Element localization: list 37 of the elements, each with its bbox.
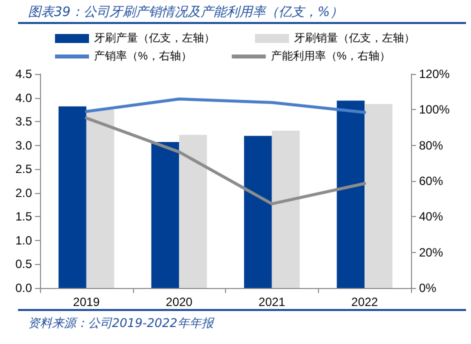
x-tick-label: 2021 [258,295,286,309]
y-tick-label: 4.0 [15,90,32,105]
line-series [84,97,366,114]
y-tick-label: 3.0 [15,138,32,152]
x-tick-label: 2022 [351,295,378,309]
legend-label: 牙刷产量（亿支，左轴） [94,32,215,44]
bar [179,134,207,288]
bar [244,136,272,288]
bar [272,130,300,288]
y-tick-label: 0.5 [15,257,32,272]
y-tick-label: 2.0 [15,186,32,200]
y2-tick-label: 120% [419,67,450,81]
bar [151,142,180,288]
y-tick-label: 0.0 [15,281,32,295]
legend-label: 产销率（%，右轴） [94,50,192,62]
y2-tick-label: 60% [419,174,444,188]
legend-label: 产能利用率（%，右轴） [270,50,391,62]
bar [336,100,365,288]
x-tick-label: 2019 [73,295,100,309]
y-tick-label: 1.0 [15,233,32,248]
y-tick-label: 1.5 [15,210,32,224]
y2-tick-label: 0% [419,281,437,295]
x-tick-label: 2020 [166,295,193,309]
bar [58,106,86,288]
y2-tick-label: 80% [419,138,444,152]
y-tick-label: 3.5 [15,114,32,129]
line-series [84,116,366,206]
y2-tick-label: 20% [419,245,444,260]
y-tick-label: 4.5 [15,67,32,81]
y2-tick-label: 100% [419,102,450,117]
y-tick-label: 2.5 [15,162,32,176]
text: 资料来源：公司2019-2022年年报 [28,315,214,332]
bar [86,110,114,288]
y2-tick-label: 40% [419,210,444,224]
bar [364,104,392,288]
legend-label: 牙刷销量（亿支，左轴） [294,32,415,44]
chart-title: 图表39：公司牙刷产销情况及产能利用率（亿支，%） [28,4,343,21]
